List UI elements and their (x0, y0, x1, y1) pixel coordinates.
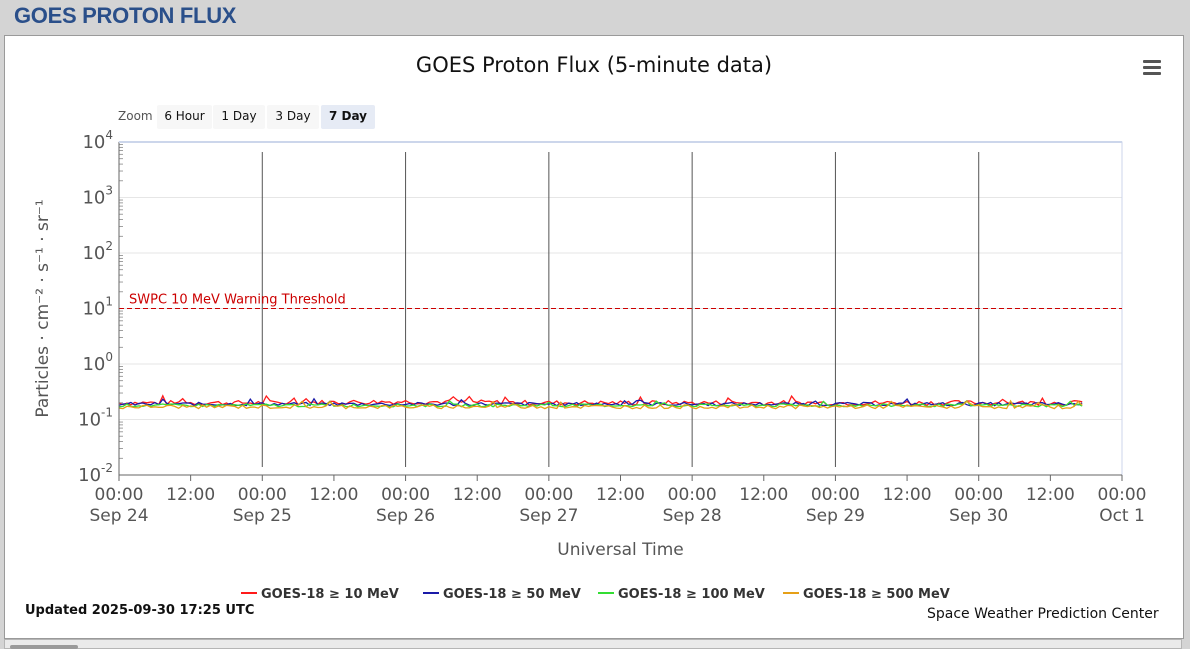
x-tick-time-label: 12:00 (309, 485, 358, 505)
x-tick-time-label: 00:00 (524, 485, 573, 505)
y-tick-label: 102 (82, 239, 113, 264)
y-tick-label: 103 (82, 184, 113, 209)
plot-frame (118, 141, 1123, 476)
x-tick-time-label: 00:00 (954, 485, 1003, 505)
y-tick-label: 104 (82, 128, 113, 153)
x-tick-date-label: Sep 28 (663, 506, 722, 526)
legend-item-label: GOES-18 ≥ 50 MeV (443, 587, 581, 602)
x-tick-time-label: 12:00 (1026, 485, 1075, 505)
top-bar: GOES PROTON FLUX (0, 0, 1190, 33)
x-tick-date-label: Sep 26 (376, 506, 435, 526)
y-tick-label: 10-1 (78, 406, 113, 431)
zoom-label: Zoom (118, 109, 153, 123)
y-tick-label: 100 (82, 350, 113, 375)
x-tick-date-label: Sep 29 (806, 506, 865, 526)
x-tick-time-label: 00:00 (381, 485, 430, 505)
x-tick-time-label: 00:00 (668, 485, 717, 505)
x-tick-time-label: 12:00 (883, 485, 932, 505)
x-tick-date-label: Oct 1 (1099, 506, 1145, 526)
bottom-scrollbar[interactable] (4, 639, 1182, 649)
zoom-7-day-button[interactable]: 7 Day (321, 105, 375, 129)
hamburger-menu-icon[interactable] (1143, 60, 1161, 76)
x-tick-time-label: 00:00 (811, 485, 860, 505)
x-tick-time-label: 12:00 (739, 485, 788, 505)
legend-item-label: GOES-18 ≥ 500 MeV (803, 587, 950, 602)
zoom-6-hour-button[interactable]: 6 Hour (157, 105, 212, 129)
x-tick-time-label: 00:00 (238, 485, 287, 505)
y-tick-label: 101 (82, 295, 113, 320)
series-line (118, 397, 1083, 407)
warning-threshold-label: SWPC 10 MeV Warning Threshold (129, 293, 346, 308)
x-tick-time-label: 00:00 (95, 485, 144, 505)
series-line (118, 399, 1083, 410)
zoom-1-day-button[interactable]: 1 Day (213, 105, 265, 129)
x-tick-time-label: 12:00 (166, 485, 215, 505)
scrollbar-thumb[interactable] (10, 645, 78, 649)
y-axis-title: Particles · cm⁻² · s⁻¹ · sr⁻¹ (33, 199, 53, 417)
legend-item-label: GOES-18 ≥ 100 MeV (618, 587, 765, 602)
x-tick-date-label: Sep 24 (89, 506, 148, 526)
x-tick-date-label: Sep 27 (519, 506, 578, 526)
zoom-3-day-button[interactable]: 3 Day (267, 105, 319, 129)
y-tick-label: 10-2 (78, 461, 113, 486)
x-tick-time-label: 00:00 (1098, 485, 1147, 505)
series-line (118, 399, 1083, 408)
x-tick-time-label: 12:00 (596, 485, 645, 505)
chart-panel: GOES Proton Flux (5-minute data) Zoom 6 … (4, 35, 1184, 639)
page-title: GOES PROTON FLUX (14, 3, 237, 28)
x-tick-date-label: Sep 25 (233, 506, 292, 526)
updated-timestamp: Updated 2025-09-30 17:25 UTC (25, 603, 255, 618)
series-line (118, 394, 1083, 407)
x-tick-time-label: 12:00 (453, 485, 502, 505)
credit-label: Space Weather Prediction Center (927, 606, 1159, 622)
legend-item-label: GOES-18 ≥ 10 MeV (261, 587, 399, 602)
x-axis-title: Universal Time (557, 540, 683, 560)
chart-title: GOES Proton Flux (5-minute data) (415, 53, 773, 77)
x-tick-date-label: Sep 30 (949, 506, 1008, 526)
